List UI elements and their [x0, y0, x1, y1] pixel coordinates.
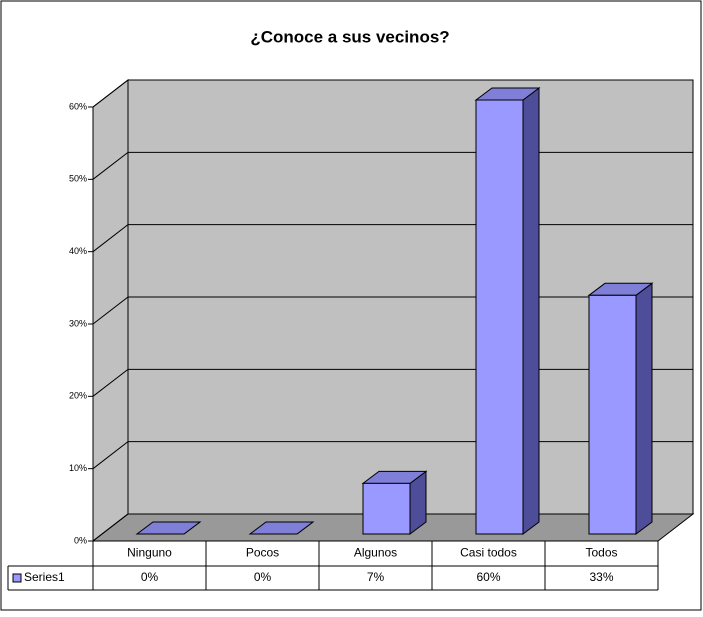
x-tick-label: Casi todos	[460, 546, 517, 560]
y-tick-label: 40%	[69, 246, 87, 256]
bar-side	[522, 87, 540, 535]
bar-top	[248, 521, 315, 535]
x-tick-label: Ninguno	[127, 546, 172, 560]
legend-label: Series1	[24, 570, 65, 584]
y-tick-label: 30%	[69, 318, 87, 328]
bar	[588, 294, 637, 535]
bar-side	[635, 282, 653, 535]
data-table-value: 7%	[367, 570, 385, 584]
y-tick-label: 20%	[69, 391, 87, 401]
x-tick-label: Algunos	[354, 546, 397, 560]
bar	[475, 99, 524, 535]
data-table-value: 60%	[476, 570, 500, 584]
x-tick-label: Pocos	[246, 546, 279, 560]
legend-key	[12, 573, 22, 583]
y-tick-label: 50%	[69, 174, 87, 184]
data-table-value: 0%	[141, 570, 159, 584]
grid-line	[92, 79, 693, 108]
bar-top	[135, 521, 202, 535]
chart-title: ¿Conoce a sus vecinos?	[250, 27, 449, 46]
data-table-value: 0%	[254, 570, 272, 584]
y-tick-label: 10%	[69, 463, 87, 473]
y-tick-label: 60%	[69, 101, 87, 111]
y-tick-label: 0%	[74, 535, 87, 545]
data-table-value: 33%	[589, 570, 613, 584]
bar	[362, 482, 411, 535]
x-tick-label: Todos	[585, 546, 617, 560]
